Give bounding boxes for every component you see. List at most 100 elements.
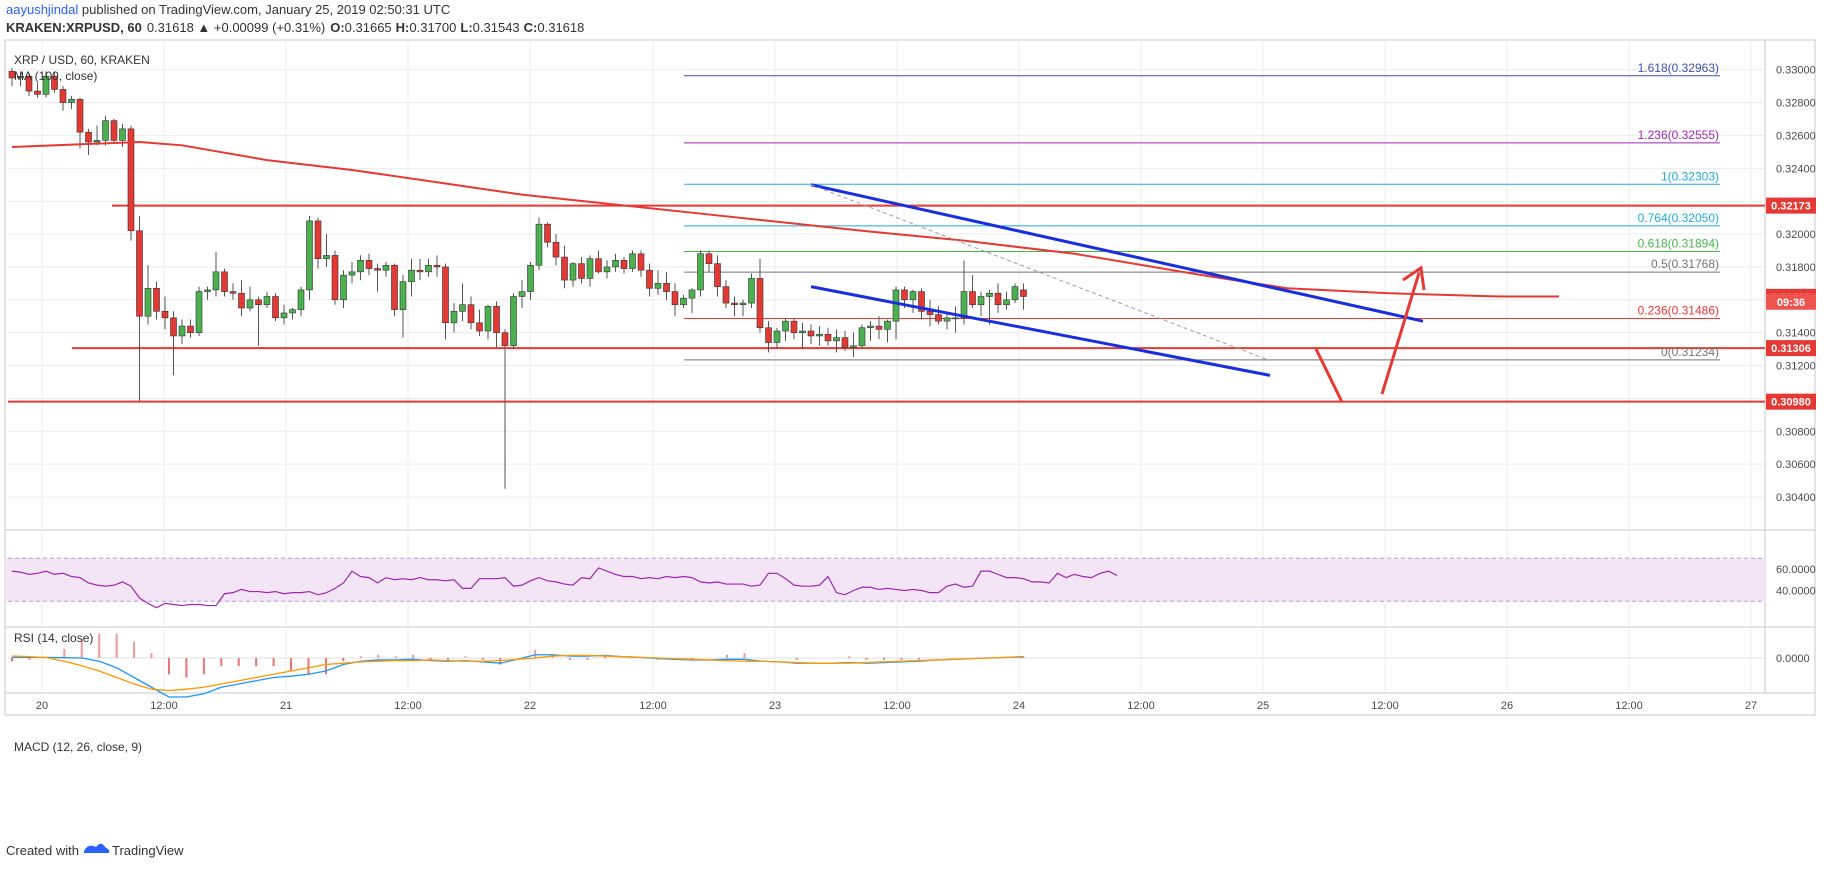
level-price-tag: 0.31306 <box>1771 343 1811 355</box>
candle-body <box>561 256 568 281</box>
fib-level-label: 1(0.32303) <box>1661 169 1719 183</box>
candle-body <box>654 283 662 289</box>
candle-body <box>850 345 857 348</box>
candle-body <box>119 128 126 141</box>
candle-body <box>348 271 356 276</box>
candle-body <box>884 320 891 330</box>
time-tick-label: 12:00 <box>1127 700 1155 712</box>
candle-body <box>93 140 101 143</box>
fib-level-label: 0.236(0.31486) <box>1638 304 1719 318</box>
fib-trend-line <box>810 184 1271 362</box>
macd-tick-label: 0.0000 <box>1776 653 1810 665</box>
fib-level-label: 0.618(0.31894) <box>1638 236 1719 250</box>
candle-body <box>892 289 900 322</box>
time-tick-label: 24 <box>1013 700 1025 712</box>
candle-body <box>790 320 798 333</box>
candle-body <box>280 312 288 319</box>
candle-body <box>501 332 509 347</box>
candle-body <box>756 278 764 329</box>
candle-body <box>535 223 543 266</box>
rsi-legend: RSI (14, close) <box>14 631 93 645</box>
rsi-band <box>5 558 1765 602</box>
candle-body <box>382 264 390 271</box>
candle-body <box>408 269 415 283</box>
time-tick-label: 22 <box>524 700 536 712</box>
candle-body <box>637 253 645 271</box>
candle-body <box>425 264 432 273</box>
candle-body <box>586 258 594 279</box>
time-tick-label: 26 <box>1501 700 1513 712</box>
candle-body <box>952 317 959 320</box>
candle-body <box>102 120 109 141</box>
candle-body <box>841 337 849 348</box>
candle-body <box>680 297 687 306</box>
price-tick-label: 0.33000 <box>1776 65 1816 77</box>
candle-body <box>68 99 75 103</box>
candle-body <box>918 291 925 312</box>
candle-body <box>612 260 619 268</box>
candle-body <box>646 269 653 289</box>
fibonacci-levels: 1.618(0.32963) 1.236(0.32555) 1(0.32303) 0.… <box>684 61 1720 361</box>
candle-body <box>144 287 152 317</box>
time-tick-label: 27 <box>1745 700 1757 712</box>
candle-body <box>263 296 271 306</box>
low-value: 0.31543 <box>473 20 520 35</box>
author-link[interactable]: aayushjindal <box>6 2 78 17</box>
channel-line <box>810 183 1424 323</box>
candle-body <box>833 337 840 342</box>
candle-body <box>765 327 772 343</box>
candle-body <box>17 75 24 79</box>
candle-body <box>663 283 670 292</box>
candle-body <box>527 264 534 292</box>
fib-level-label: 1.236(0.32555) <box>1638 128 1719 142</box>
channel-line <box>810 285 1271 377</box>
candle-body <box>212 271 220 291</box>
candle-body <box>314 220 322 260</box>
candle-body <box>42 75 50 95</box>
candle-body <box>909 291 917 301</box>
price-tick-label: 0.31400 <box>1776 328 1816 340</box>
candle-body <box>977 296 985 306</box>
footer-brand-link[interactable]: TradingView <box>112 843 184 858</box>
fib-level-label: 0(0.31234) <box>1661 345 1719 359</box>
candle-body <box>629 253 636 269</box>
ma-legend: MA (100, close) <box>14 69 97 83</box>
candle-body <box>739 302 747 306</box>
candle-body <box>697 253 704 291</box>
candle-body <box>867 325 874 329</box>
symbol-label: KRAKEN:XRPUSD, 60 <box>6 20 142 35</box>
candle-body <box>943 317 951 322</box>
time-tick-label: 25 <box>1257 700 1269 712</box>
candle-body <box>8 71 16 79</box>
candle-body <box>416 269 424 273</box>
candle-body <box>195 291 203 333</box>
price-tick-label: 0.30400 <box>1776 492 1816 504</box>
level-price-tag: 0.32173 <box>1771 201 1811 213</box>
candle-body <box>620 260 628 269</box>
candle-body <box>731 302 738 306</box>
candle-body <box>1020 289 1027 297</box>
candle-body <box>595 258 602 273</box>
candle-body <box>323 255 330 260</box>
candle-body <box>306 220 313 291</box>
candle-body <box>578 263 585 279</box>
macd-pane: 0.0000 <box>8 633 1810 698</box>
candle-body <box>127 128 135 232</box>
candle-body <box>59 89 67 103</box>
candle-body <box>552 241 560 258</box>
close-value: 0.31618 <box>537 20 584 35</box>
macd-legend: MACD (12, 26, close, 9) <box>14 740 142 754</box>
candle-body <box>544 223 551 243</box>
ma-100 <box>11 141 1559 298</box>
candle-body <box>161 310 169 319</box>
candle-body <box>824 334 832 342</box>
price-tick-label: 0.30800 <box>1776 426 1816 438</box>
candle-body <box>1011 286 1019 301</box>
publish-info: aayushjindal published on TradingView.co… <box>6 2 450 17</box>
candle-body <box>816 334 823 337</box>
candle-body <box>391 264 398 310</box>
candle-body <box>110 120 118 141</box>
fib-level-label: 1.618(0.32963) <box>1638 61 1719 75</box>
candle-body <box>365 260 373 269</box>
